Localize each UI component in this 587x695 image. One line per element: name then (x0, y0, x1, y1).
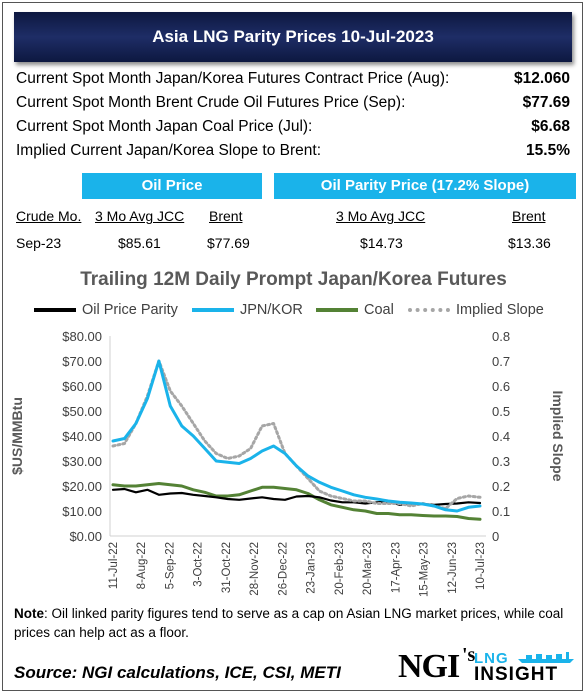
legend-parity: Oil Price Parity (34, 300, 178, 320)
metric-label: Current Spot Month Brent Crude Oil Futur… (16, 94, 406, 111)
metric-value: 15.5% (526, 142, 570, 159)
y-tick-label: $10.00 (62, 504, 102, 519)
metric-value: $6.68 (531, 118, 570, 135)
x-tick-label: 20-Mar-23 (362, 542, 374, 595)
legend-swatch-coal (316, 308, 358, 312)
y2-tick-label: 0.8 (492, 329, 510, 344)
legend-label: Implied Slope (456, 302, 544, 318)
metric-label: Implied Current Japan/Korea Slope to Bre… (16, 142, 322, 159)
metric-label: Current Spot Month Japan Coal Price (Jul… (16, 118, 313, 135)
metric-value: $12.060 (513, 70, 570, 87)
y2-tick-label: 0.5 (492, 404, 510, 419)
source-text: Source: NGI calculations, ICE, CSI, METI (14, 663, 341, 682)
legend-label: Oil Price Parity (82, 302, 178, 318)
chart-title: Trailing 12M Daily Prompt Japan/Korea Fu… (80, 269, 507, 290)
legend-label: Coal (364, 302, 394, 318)
footnote: Note: Oil linked parity figures tend to … (14, 604, 576, 642)
x-tick-label: 10-Jul-23 (475, 542, 487, 590)
legend-coal: Coal (316, 300, 394, 320)
col-header-jcc: 3 Mo Avg JCC (95, 208, 185, 224)
legend-slope: Implied Slope (408, 300, 544, 320)
logo-brand: NGI (398, 648, 460, 685)
cell-jcc: $85.61 (118, 235, 161, 251)
x-tick-label: 26-Dec-22 (277, 542, 289, 596)
y2-tick-label: 0.6 (492, 379, 510, 394)
y2-tick-label: 0.7 (492, 354, 510, 369)
page-title: Asia LNG Parity Prices 10-Jul-2023 (14, 12, 572, 62)
x-tick-label: 23-Jan-23 (306, 542, 318, 594)
metric-label: Current Spot Month Japan/Korea Futures C… (16, 70, 450, 87)
ship-icon (518, 652, 574, 663)
x-tick-label: 28-Nov-22 (249, 542, 261, 596)
legend-swatch-jpn-kor (192, 308, 234, 312)
y-axis-title: $US/MMBtu (9, 397, 25, 475)
y-tick-label: $20.00 (62, 479, 102, 494)
ngi-logo: NGI 's LNG INSIGHT (398, 644, 576, 686)
cell-crude-mo: Sep-23 (16, 235, 62, 251)
logo-line1: LNG (474, 650, 509, 667)
y2-tick-label: 0.1 (492, 504, 510, 519)
x-tick-label: 8-Aug-22 (136, 542, 148, 589)
series-line-jpn-kor (111, 359, 482, 513)
cell-parity-jcc: $14.73 (360, 235, 403, 251)
y-tick-label: $0.00 (69, 529, 102, 544)
metric-value: $77.69 (522, 94, 570, 111)
y2-tick-label: 0 (492, 529, 499, 544)
y-tick-label: $80.00 (62, 329, 102, 344)
y2-axis-title: Implied Slope (550, 390, 566, 481)
x-tick-label: 3-Oct-22 (193, 542, 205, 587)
cell-brent: $77.69 (207, 235, 250, 251)
x-tick-label: 11-Jul-22 (108, 542, 120, 589)
legend-jpn-kor: JPN/KOR (192, 300, 303, 320)
note-bold: Note (14, 606, 44, 621)
col-header-parity-brent: Brent (512, 208, 546, 224)
x-tick-label: 5-Sep-22 (164, 542, 176, 589)
title-text: Asia LNG Parity Prices 10-Jul-2023 (152, 27, 434, 46)
y-tick-label: $30.00 (62, 454, 102, 469)
y-tick-label: $60.00 (62, 379, 102, 394)
metric-row-coal: Current Spot Month Japan Coal Price (Jul… (16, 115, 572, 139)
note-text: : Oil linked parity figures tend to serv… (14, 606, 564, 640)
y2-tick-label: 0.3 (492, 454, 510, 469)
oil-parity-header: Oil Parity Price (17.2% Slope) (274, 173, 576, 199)
metric-row-slope: Implied Current Japan/Korea Slope to Bre… (16, 139, 572, 163)
x-tick-label: 15-May-23 (419, 542, 431, 597)
metric-row-jkm: Current Spot Month Japan/Korea Futures C… (16, 67, 572, 91)
legend-swatch-parity (34, 308, 76, 312)
y-tick-label: $40.00 (62, 429, 102, 444)
metric-row-brent: Current Spot Month Brent Crude Oil Futur… (16, 91, 572, 115)
y-tick-label: $50.00 (62, 404, 102, 419)
x-tick-label: 17-Apr-23 (390, 542, 402, 593)
x-tick-label: 31-Oct-22 (221, 542, 233, 593)
y2-tick-label: 0.2 (492, 479, 510, 494)
y-tick-label: $70.00 (62, 354, 102, 369)
x-tick-label: 20-Feb-23 (334, 542, 346, 595)
series-line-implied-slope (111, 359, 482, 510)
line-chart: $US/MMBtu Implied Slope $0.00 $10.00 $20.0… (9, 329, 566, 597)
logo-line2: INSIGHT (474, 664, 559, 685)
col-header-crude-mo: Crude Mo. (16, 208, 82, 224)
legend-label: JPN/KOR (240, 302, 303, 318)
y2-tick-label: 0.4 (492, 429, 510, 444)
oil-price-header: Oil Price (82, 173, 262, 199)
col-header-parity-jcc: 3 Mo Avg JCC (336, 208, 426, 224)
cell-parity-brent: $13.36 (508, 235, 551, 251)
series-line-coal (111, 482, 482, 521)
x-tick-label: 12-Jun-23 (447, 542, 459, 594)
logo-apostrophe: 's (462, 644, 476, 666)
col-header-brent: Brent (209, 208, 243, 224)
legend-swatch-slope (408, 308, 450, 312)
